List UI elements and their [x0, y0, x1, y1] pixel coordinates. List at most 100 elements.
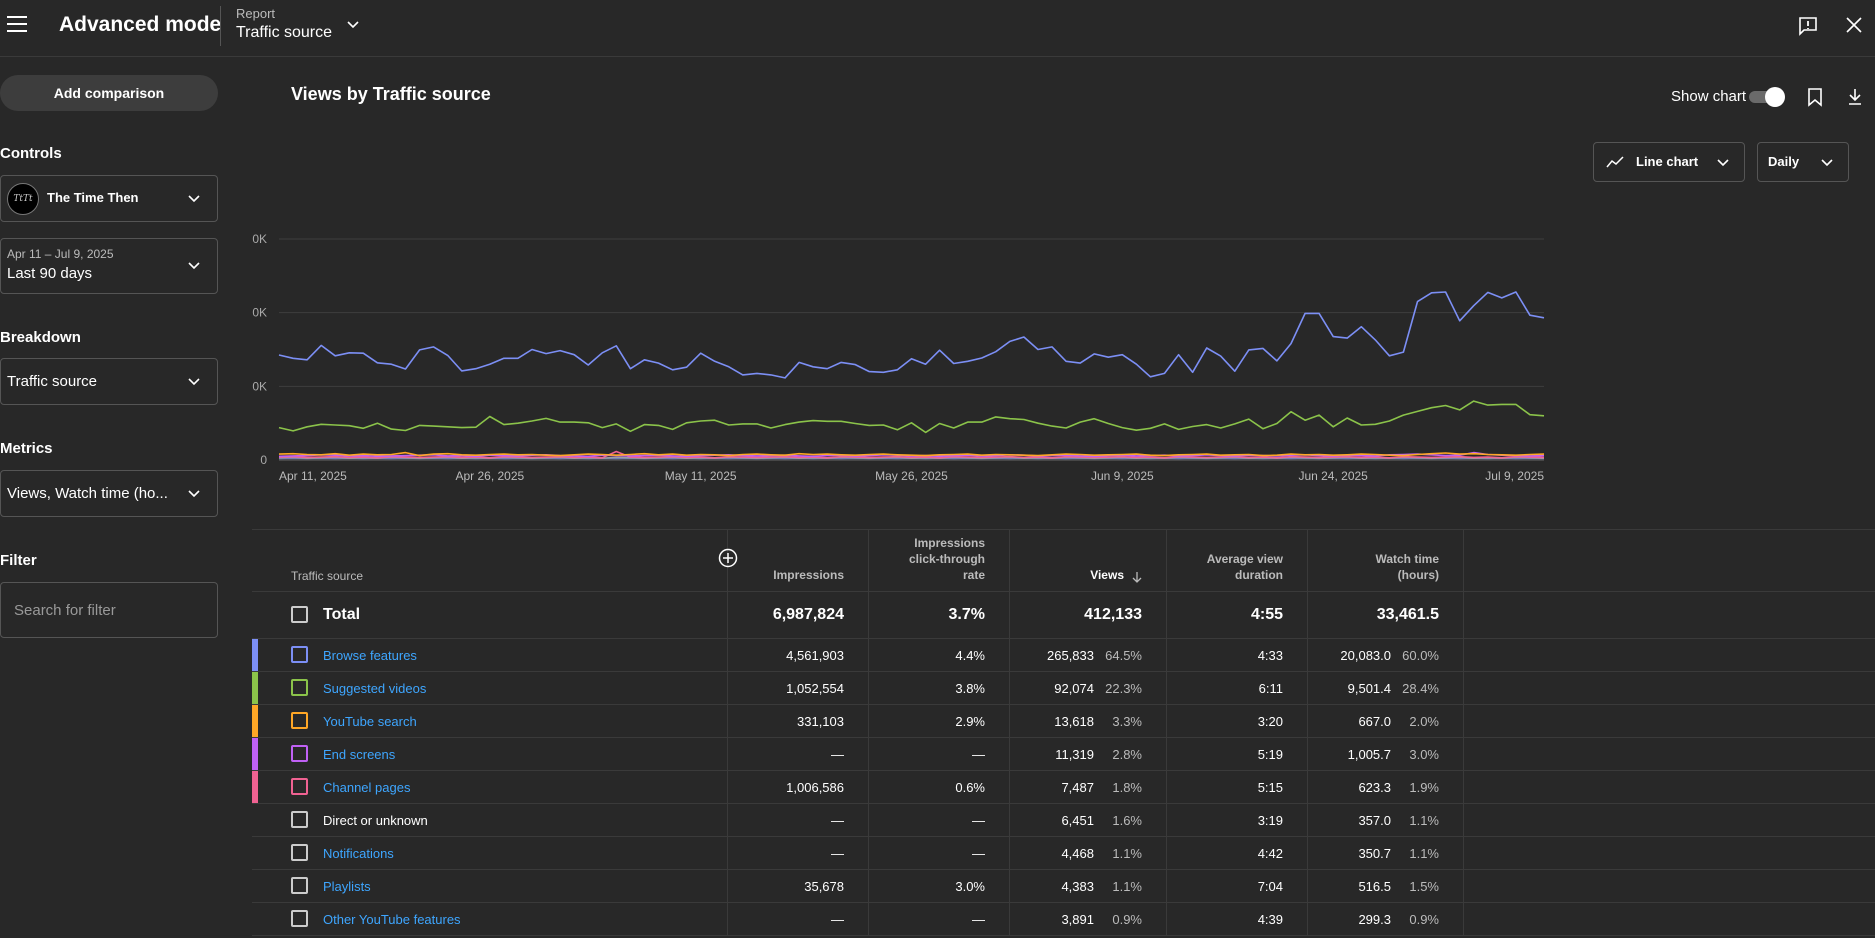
column-divider [1463, 870, 1464, 902]
header-wt-line2: (hours) [1397, 568, 1439, 582]
watch-time-cell: 9,501.4 28.4% [1307, 672, 1463, 704]
views-percent: 1.1% [1112, 845, 1142, 861]
views-cell: 13,618 3.3% [1009, 705, 1166, 737]
x-tick-label: Apr 26, 2025 [455, 469, 524, 483]
bookmark-icon[interactable] [1807, 87, 1823, 107]
total-impressions: 6,987,824 [727, 592, 868, 638]
views-cell: 6,451 1.6% [1009, 804, 1166, 836]
total-views: 412,133 [1009, 592, 1166, 638]
table-row: Channel pages 1,006,586 0.6% 7,487 1.8% 5:15 6… [252, 771, 1875, 804]
metrics-title: Metrics [0, 440, 53, 457]
x-tick-label: May 26, 2025 [875, 469, 948, 483]
controls-title: Controls [0, 145, 62, 162]
series-line [278, 400, 1545, 434]
chart-type-value: Line chart [1636, 154, 1699, 169]
x-tick-label: May 11, 2025 [665, 469, 737, 483]
header-ctr[interactable]: Impressions click-through rate [868, 530, 1009, 591]
total-ctr: 3.7% [868, 592, 1009, 638]
watch-time-value: 350.7 [1358, 845, 1391, 861]
watch-time-percent: 60.0% [1402, 647, 1439, 663]
checkbox[interactable] [291, 679, 308, 696]
impressions-cell: 1,052,554 [727, 672, 868, 704]
header-views[interactable]: Views [1009, 530, 1166, 591]
checkbox[interactable] [291, 745, 308, 762]
series-color-stripe [252, 771, 258, 803]
filter-placeholder: Search for filter [14, 602, 116, 619]
checkbox[interactable] [291, 811, 308, 828]
table-header: Traffic source Impressions Impressions cl… [252, 530, 1875, 592]
series-color-stripe [252, 705, 258, 737]
granularity-value: Daily [1768, 154, 1800, 169]
x-tick-label: Jun 24, 2025 [1298, 469, 1368, 483]
watch-time-value: 9,501.4 [1347, 680, 1391, 696]
checkbox[interactable] [291, 910, 308, 927]
source-link[interactable]: Playlists [323, 878, 371, 894]
y-tick-label: 2.0K [252, 379, 267, 393]
watch-time-value: 516.5 [1358, 878, 1391, 894]
breakdown-select[interactable]: Traffic source [0, 358, 218, 405]
checkbox[interactable] [291, 606, 308, 623]
header-impressions-label: Impressions [773, 568, 844, 582]
feedback-icon[interactable] [1798, 16, 1818, 36]
views-value: 265,833 [1047, 647, 1094, 663]
chart-type-select[interactable]: Line chart [1593, 142, 1745, 182]
checkbox[interactable] [291, 877, 308, 894]
views-cell: 3,891 0.9% [1009, 903, 1166, 935]
source-link[interactable]: Suggested videos [323, 680, 427, 696]
checkbox[interactable] [291, 712, 308, 729]
add-metric-icon[interactable] [718, 548, 738, 568]
top-bar: Advanced mode Report Traffic source [0, 0, 1875, 57]
checkbox[interactable] [291, 646, 308, 663]
watch-time-percent: 1.1% [1409, 845, 1439, 861]
x-tick-label: Apr 11, 2025 [279, 469, 347, 483]
close-icon[interactable] [1845, 16, 1863, 34]
checkbox[interactable] [291, 778, 308, 795]
show-chart-toggle[interactable] [1749, 87, 1787, 107]
traffic-source-table: Traffic source Impressions Impressions cl… [252, 529, 1875, 936]
source-link[interactable]: YouTube search [323, 713, 417, 729]
column-divider [1463, 738, 1464, 770]
metrics-select[interactable]: Views, Watch time (ho... [0, 470, 218, 517]
source-link[interactable]: End screens [323, 746, 396, 762]
table-row-total: Total 6,987,824 3.7% 412,133 4:55 33,461… [252, 592, 1875, 639]
source-link[interactable]: Browse features [323, 647, 417, 663]
breakdown-value: Traffic source [7, 373, 98, 390]
filter-search-input[interactable]: Search for filter [0, 582, 218, 638]
impressions-cell: 4,561,903 [727, 639, 868, 671]
download-icon[interactable] [1847, 87, 1863, 107]
channel-select[interactable]: TtTt The Time Then [0, 175, 218, 222]
date-range-select[interactable]: Apr 11 – Jul 9, 2025 Last 90 days [0, 238, 218, 294]
views-percent: 2.8% [1112, 746, 1142, 762]
header-ctr-line1: Impressions [914, 536, 985, 550]
header-impressions[interactable]: Impressions [727, 530, 868, 591]
report-select[interactable]: Traffic source [236, 24, 333, 41]
add-comparison-button[interactable]: Add comparison [0, 75, 218, 111]
source-link[interactable]: Channel pages [323, 779, 411, 795]
sort-down-icon [1132, 572, 1142, 583]
source-link[interactable]: Notifications [323, 845, 394, 861]
table-row: Playlists 35,678 3.0% 4,383 1.1% 7:04 516.5 1.5… [252, 870, 1875, 903]
menu-icon[interactable] [7, 16, 27, 34]
checkbox[interactable] [291, 844, 308, 861]
views-percent: 3.3% [1112, 713, 1142, 729]
views-value: 4,383 [1061, 878, 1094, 894]
watch-time-cell: 1,005.7 3.0% [1307, 738, 1463, 770]
x-tick-label: Jun 9, 2025 [1091, 469, 1154, 483]
series-color-stripe [252, 672, 258, 704]
date-range: Apr 11 – Jul 9, 2025 [7, 247, 114, 261]
source-link[interactable]: Other YouTube features [323, 911, 461, 927]
header-watch-time[interactable]: Watch time (hours) [1307, 530, 1463, 591]
watch-time-value: 623.3 [1358, 779, 1391, 795]
sidebar: Add comparison Controls TtTt The Time Th… [0, 57, 230, 938]
header-avg-view-duration[interactable]: Average view duration [1166, 530, 1307, 591]
avg-view-duration-cell: 6:11 [1166, 672, 1307, 704]
divider [220, 6, 221, 46]
views-percent: 1.8% [1112, 779, 1142, 795]
header-avd-line2: duration [1235, 568, 1283, 582]
watch-time-percent: 28.4% [1402, 680, 1439, 696]
granularity-select[interactable]: Daily [1757, 142, 1849, 182]
views-value: 3,891 [1061, 911, 1094, 927]
chevron-down-icon[interactable] [346, 18, 360, 32]
channel-name: The Time Then [47, 190, 139, 205]
column-divider [1463, 672, 1464, 704]
